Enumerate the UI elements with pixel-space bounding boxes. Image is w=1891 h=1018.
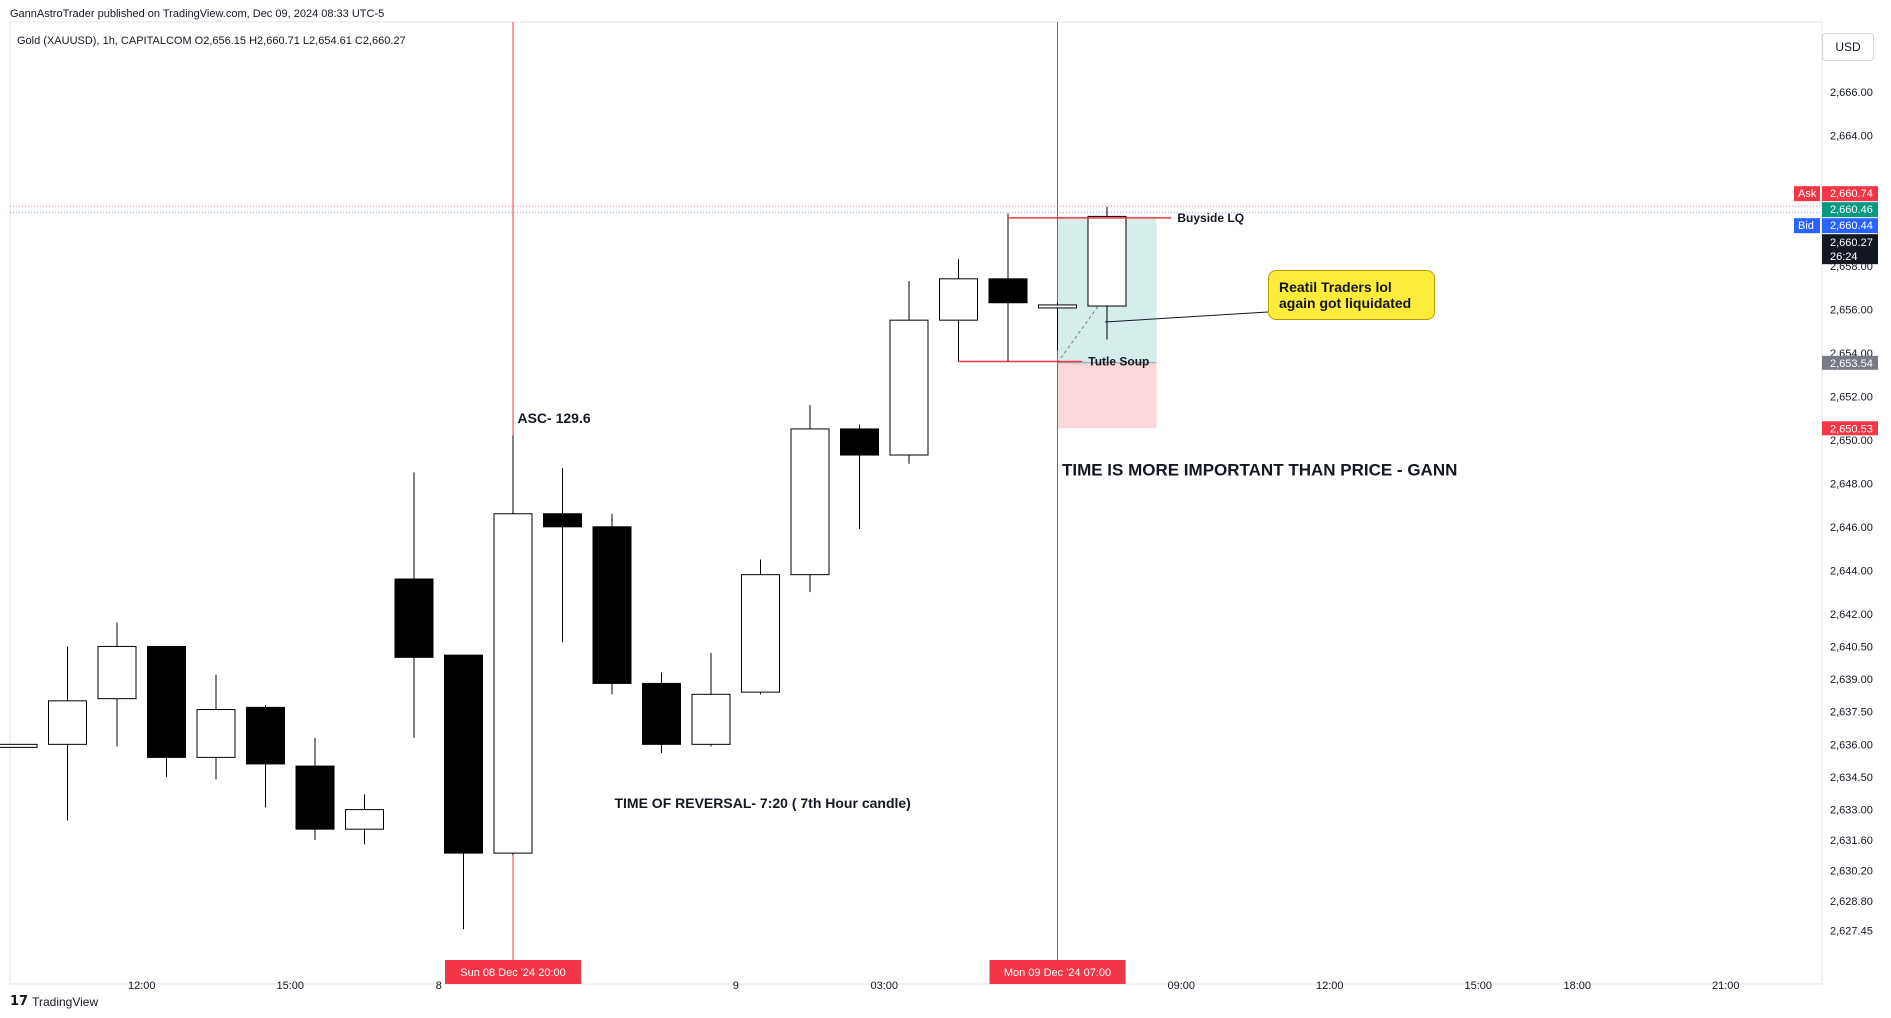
last-label-bg xyxy=(1822,202,1878,218)
candle xyxy=(48,700,87,745)
y-tick-label: 2,627.45 xyxy=(1830,925,1873,937)
last-label: 2,660.46 xyxy=(1830,204,1873,216)
x-tick-label: 21:00 xyxy=(1712,980,1740,992)
candle xyxy=(642,682,681,745)
y-tick-label: 2,640.50 xyxy=(1830,641,1873,653)
stop-label-bg xyxy=(1822,421,1878,436)
current-label-bg xyxy=(1822,234,1878,265)
candle xyxy=(196,709,236,758)
candle xyxy=(0,743,38,748)
current-price-label: 2,660.27 xyxy=(1830,237,1873,249)
candle xyxy=(1087,215,1127,307)
x-tick-label: 8 xyxy=(436,980,442,992)
x-tick-label: 03:00 xyxy=(870,980,898,992)
candle xyxy=(988,278,1028,304)
candle xyxy=(97,645,137,700)
time-marker-label-1: Mon 09 Dec '24 07:00 xyxy=(1004,967,1111,979)
x-tick-label: 09:00 xyxy=(1167,980,1195,992)
symbol-ohlc-line[interactable]: Gold (XAUUSD), 1h, CAPITALCOM O2,656.15 … xyxy=(17,35,406,47)
y-tick-label: 2,634.50 xyxy=(1830,772,1873,784)
gann-annotation: TIME IS MORE IMPORTANT THAN PRICE - GANN xyxy=(1062,460,1457,479)
candle xyxy=(840,428,879,456)
candle xyxy=(1038,304,1077,309)
y-tick-label: 2,664.00 xyxy=(1830,130,1873,142)
candle xyxy=(691,693,731,745)
y-tick-label: 2,642.00 xyxy=(1830,609,1873,621)
y-tick-label: 2,630.20 xyxy=(1830,866,1873,878)
x-tick-label: 12:00 xyxy=(128,980,156,992)
candle xyxy=(741,574,780,693)
candle xyxy=(790,428,830,576)
stop-zone xyxy=(1057,362,1157,429)
stop-label: 2,650.53 xyxy=(1830,423,1873,435)
candle xyxy=(394,578,434,658)
candle xyxy=(444,654,483,854)
y-tick-label: 2,644.00 xyxy=(1830,565,1873,577)
x-tick-label: 9 xyxy=(733,980,739,992)
x-tick-label: 15:00 xyxy=(1464,980,1492,992)
entry-label-bg xyxy=(1822,355,1878,370)
tradingview-logo-icon: 17 xyxy=(10,994,29,1009)
y-tick-label: 2,652.00 xyxy=(1830,391,1873,403)
currency-button[interactable]: USD xyxy=(1822,33,1874,61)
callout-line-2: again got liquidated xyxy=(1279,295,1412,311)
bar-countdown-label: 26:24 xyxy=(1830,251,1858,263)
callout-line-1: Reatil Traders lol xyxy=(1279,279,1392,295)
x-tick-label: 18:00 xyxy=(1563,980,1591,992)
y-tick-label: 2,628.80 xyxy=(1830,896,1873,908)
ask-label: 2,660.74 xyxy=(1830,188,1873,200)
bid-label: 2,660.44 xyxy=(1830,220,1873,232)
ask-label-bg xyxy=(1822,186,1878,202)
level-label-0: Buyside LQ xyxy=(1177,211,1244,225)
candle xyxy=(543,513,582,528)
bid-label-tag: Bid xyxy=(1798,220,1814,232)
time-marker-bg-1 xyxy=(989,960,1126,984)
candle xyxy=(345,809,384,830)
plot-frame xyxy=(9,21,1823,985)
y-tick-label: 2,646.00 xyxy=(1830,522,1873,534)
y-tick-label: 2,639.00 xyxy=(1830,674,1873,686)
y-tick-label: 2,636.00 xyxy=(1830,739,1873,751)
y-tick-label: 2,633.00 xyxy=(1830,805,1873,817)
reversal-annotation: TIME OF REVERSAL- 7:20 ( 7th Hour candle… xyxy=(614,795,910,811)
x-tick-label: 15:00 xyxy=(276,980,304,992)
candle xyxy=(246,706,285,765)
level-label-1: Tutle Soup xyxy=(1088,354,1149,368)
bid-label-bg xyxy=(1822,218,1878,234)
time-marker-bg-0 xyxy=(445,960,581,984)
asc-annotation: ASC- 129.6 xyxy=(517,410,590,426)
y-tick-label: 2,656.00 xyxy=(1830,304,1873,316)
y-tick-label: 2,631.60 xyxy=(1830,835,1873,847)
candle xyxy=(889,319,929,456)
tradingview-brand[interactable]: 17 TradingView xyxy=(10,994,98,1009)
publisher-line: GannAstroTrader published on TradingView… xyxy=(10,8,385,20)
callout-note[interactable]: Reatil Traders lol again got liquidated xyxy=(1268,270,1435,320)
time-marker-label-0: Sun 08 Dec '24 20:00 xyxy=(460,967,565,979)
brand-name: TradingView xyxy=(32,994,99,1009)
y-tick-label: 2,637.50 xyxy=(1830,707,1873,719)
candle xyxy=(939,278,978,321)
candle xyxy=(493,513,533,854)
y-tick-label: 2,650.00 xyxy=(1830,435,1873,447)
ask-label-tag-bg xyxy=(1794,186,1820,202)
ask-label-tag: Ask xyxy=(1798,188,1817,200)
callout-pointer xyxy=(1104,311,1269,323)
candle xyxy=(295,765,335,830)
entry-label: 2,653.54 xyxy=(1830,358,1873,370)
candle xyxy=(147,645,186,758)
candle xyxy=(592,526,632,684)
y-tick-label: 2,666.00 xyxy=(1830,87,1873,99)
x-tick-label: 12:00 xyxy=(1316,980,1344,992)
y-tick-label: 2,648.00 xyxy=(1830,478,1873,490)
bid-label-tag-bg xyxy=(1794,218,1820,234)
